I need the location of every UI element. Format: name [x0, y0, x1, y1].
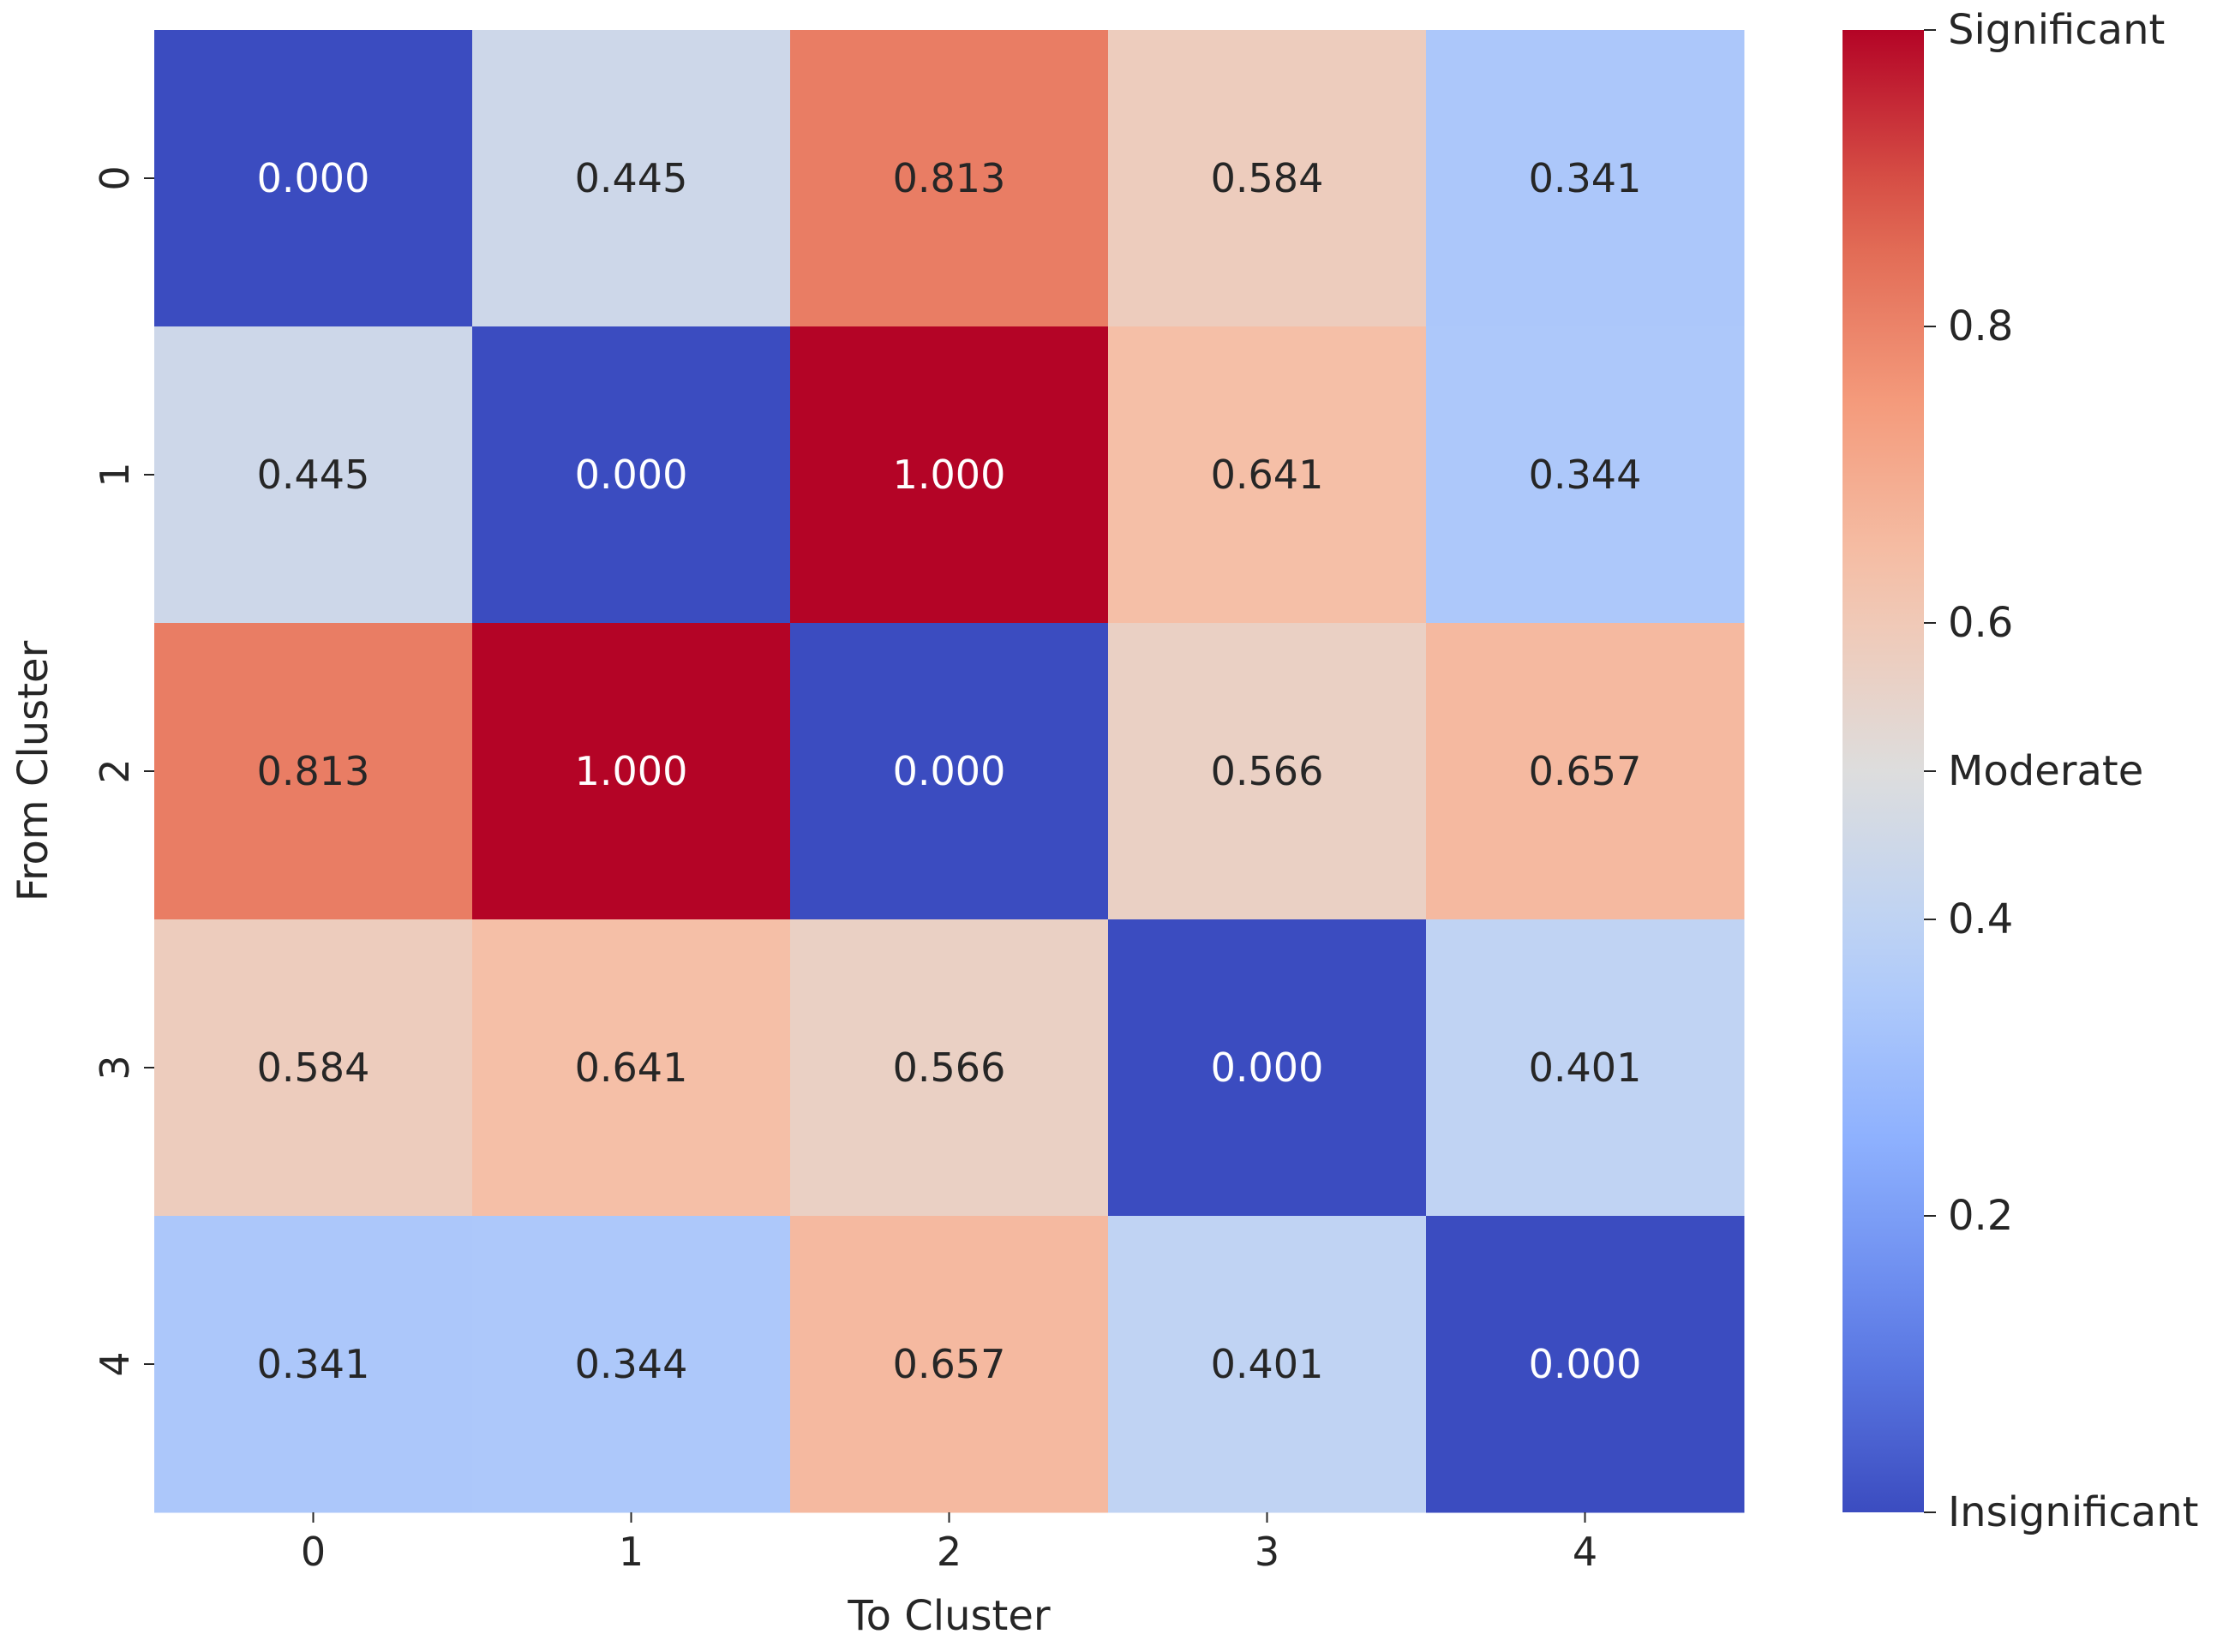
cell-value-label: 0.000 — [893, 748, 1006, 794]
x-tick-label: 3 — [1255, 1529, 1279, 1575]
cell-value-label: 0.344 — [1529, 452, 1642, 498]
heatmap-cell — [1108, 623, 1427, 920]
x-axis-ticks: 0 1 2 3 4 — [301, 1512, 1597, 1575]
heatmap-cell — [790, 623, 1109, 920]
cell-value-label: 0.641 — [575, 1044, 688, 1091]
colorbar-tick-label: Moderate — [1948, 747, 2143, 795]
heatmap-cell — [790, 919, 1109, 1217]
heatmap-cell — [154, 623, 473, 920]
heatmap-cell — [1426, 326, 1745, 624]
heatmap-cell — [1108, 919, 1427, 1217]
heatmap-cell — [472, 1216, 791, 1513]
heatmap-cell — [1108, 1216, 1427, 1513]
colorbar-tick-label: 0.4 — [1948, 895, 2013, 943]
cell-value-label: 0.641 — [1211, 452, 1324, 498]
cell-value-label: 0.000 — [1211, 1044, 1324, 1091]
y-tick-label: 3 — [92, 1055, 138, 1080]
heatmap-cell — [154, 326, 473, 624]
cell-value-label: 0.341 — [1529, 155, 1642, 201]
cell-value-label: 0.445 — [575, 155, 688, 201]
cell-value-label: 0.344 — [575, 1341, 688, 1387]
cell-value-label: 0.401 — [1529, 1044, 1642, 1091]
heatmap-cell — [790, 326, 1109, 624]
heatmap-cell — [472, 623, 791, 920]
colorbar-tick-label: Insignificant — [1948, 1488, 2198, 1536]
cell-value-label: 0.566 — [893, 1044, 1006, 1091]
cell-value-label: 0.401 — [1211, 1341, 1324, 1387]
colorbar-tick-label: 0.8 — [1948, 302, 2013, 350]
cell-value-label: 1.000 — [893, 452, 1006, 498]
heatmap-cell — [472, 919, 791, 1217]
heatmap-cell — [154, 919, 473, 1217]
y-tick-label: 4 — [92, 1351, 138, 1376]
cell-value-label: 0.000 — [1529, 1341, 1642, 1387]
heatmap-cell — [790, 1216, 1109, 1513]
cell-value-label: 0.584 — [1211, 155, 1324, 201]
y-tick-label: 0 — [92, 165, 138, 190]
cell-value-label: 0.445 — [257, 452, 370, 498]
cell-value-label: 0.657 — [1529, 748, 1642, 794]
y-tick-label: 2 — [92, 758, 138, 783]
heatmap-cell — [1108, 30, 1427, 327]
x-tick-label: 2 — [937, 1529, 962, 1575]
heatmap-annotations: 0.000 0.445 0.813 0.584 0.341 0.445 0.000 1.000… — [257, 155, 1642, 1387]
colorbar-ticks: Significant 0.8 0.6 Moderate 0.4 0.2 Insignifi… — [1924, 6, 2198, 1536]
cell-value-label: 0.813 — [257, 748, 370, 794]
cell-value-label: 0.657 — [893, 1341, 1006, 1387]
heatmap-cell — [472, 30, 791, 327]
colorbar-tick-label: 0.2 — [1948, 1192, 2013, 1240]
heatmap-cell — [790, 30, 1109, 327]
x-tick-label: 4 — [1573, 1529, 1597, 1575]
heatmap-cell — [1426, 919, 1745, 1217]
heatmap-cell — [472, 326, 791, 624]
cell-value-label: 0.341 — [257, 1341, 370, 1387]
colorbar — [1843, 30, 1924, 1512]
x-axis-title: To Cluster — [847, 1592, 1050, 1640]
heatmap-cell — [1426, 623, 1745, 920]
cell-value-label: 0.000 — [575, 452, 688, 498]
cell-value-label: 0.813 — [893, 155, 1006, 201]
cell-value-label: 0.566 — [1211, 748, 1324, 794]
y-axis-ticks: 0 1 2 3 4 — [92, 165, 154, 1377]
colorbar-tick-label: 0.6 — [1948, 599, 2013, 647]
colorbar-tick-label: Significant — [1948, 6, 2165, 54]
x-tick-label: 1 — [619, 1529, 644, 1575]
heatmap-cells — [154, 30, 1745, 1513]
heatmap-cell — [154, 30, 473, 327]
cell-value-label: 0.584 — [257, 1044, 370, 1091]
heatmap-cell — [1426, 30, 1745, 327]
heatmap-cell — [154, 1216, 473, 1513]
y-axis-title: From Cluster — [9, 640, 57, 901]
heatmap-cell — [1426, 1216, 1745, 1513]
cell-value-label: 0.000 — [257, 155, 370, 201]
x-tick-label: 0 — [301, 1529, 326, 1575]
heatmap-cell — [1108, 326, 1427, 624]
y-tick-label: 1 — [92, 462, 138, 487]
cell-value-label: 1.000 — [575, 748, 688, 794]
